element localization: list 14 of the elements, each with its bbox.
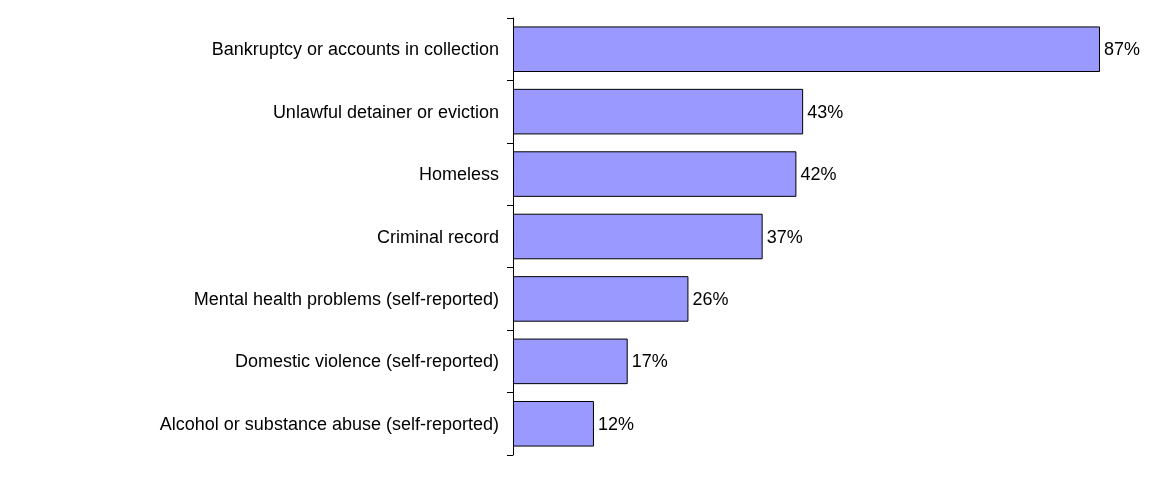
data-label: 37% [766,226,803,247]
y-tick-label: Unlawful detainer or eviction [272,101,499,122]
data-label: 12% [597,413,634,434]
data-label: 43% [807,101,844,122]
y-tick-label: Bankruptcy or accounts in collection [211,39,499,60]
y-tick-label: Alcohol or substance abuse (self-reported) [159,413,499,434]
y-tick-label: Homeless [418,164,499,185]
data-label: 17% [631,351,668,372]
y-tick-label: Criminal record [376,226,499,247]
y-tick-label: Domestic violence (self-reported) [234,351,499,372]
data-label: 87% [1104,39,1141,60]
data-label: 42% [800,164,837,185]
data-label: 26% [692,288,729,309]
y-tick-label: Mental health problems (self-reported) [193,288,499,309]
